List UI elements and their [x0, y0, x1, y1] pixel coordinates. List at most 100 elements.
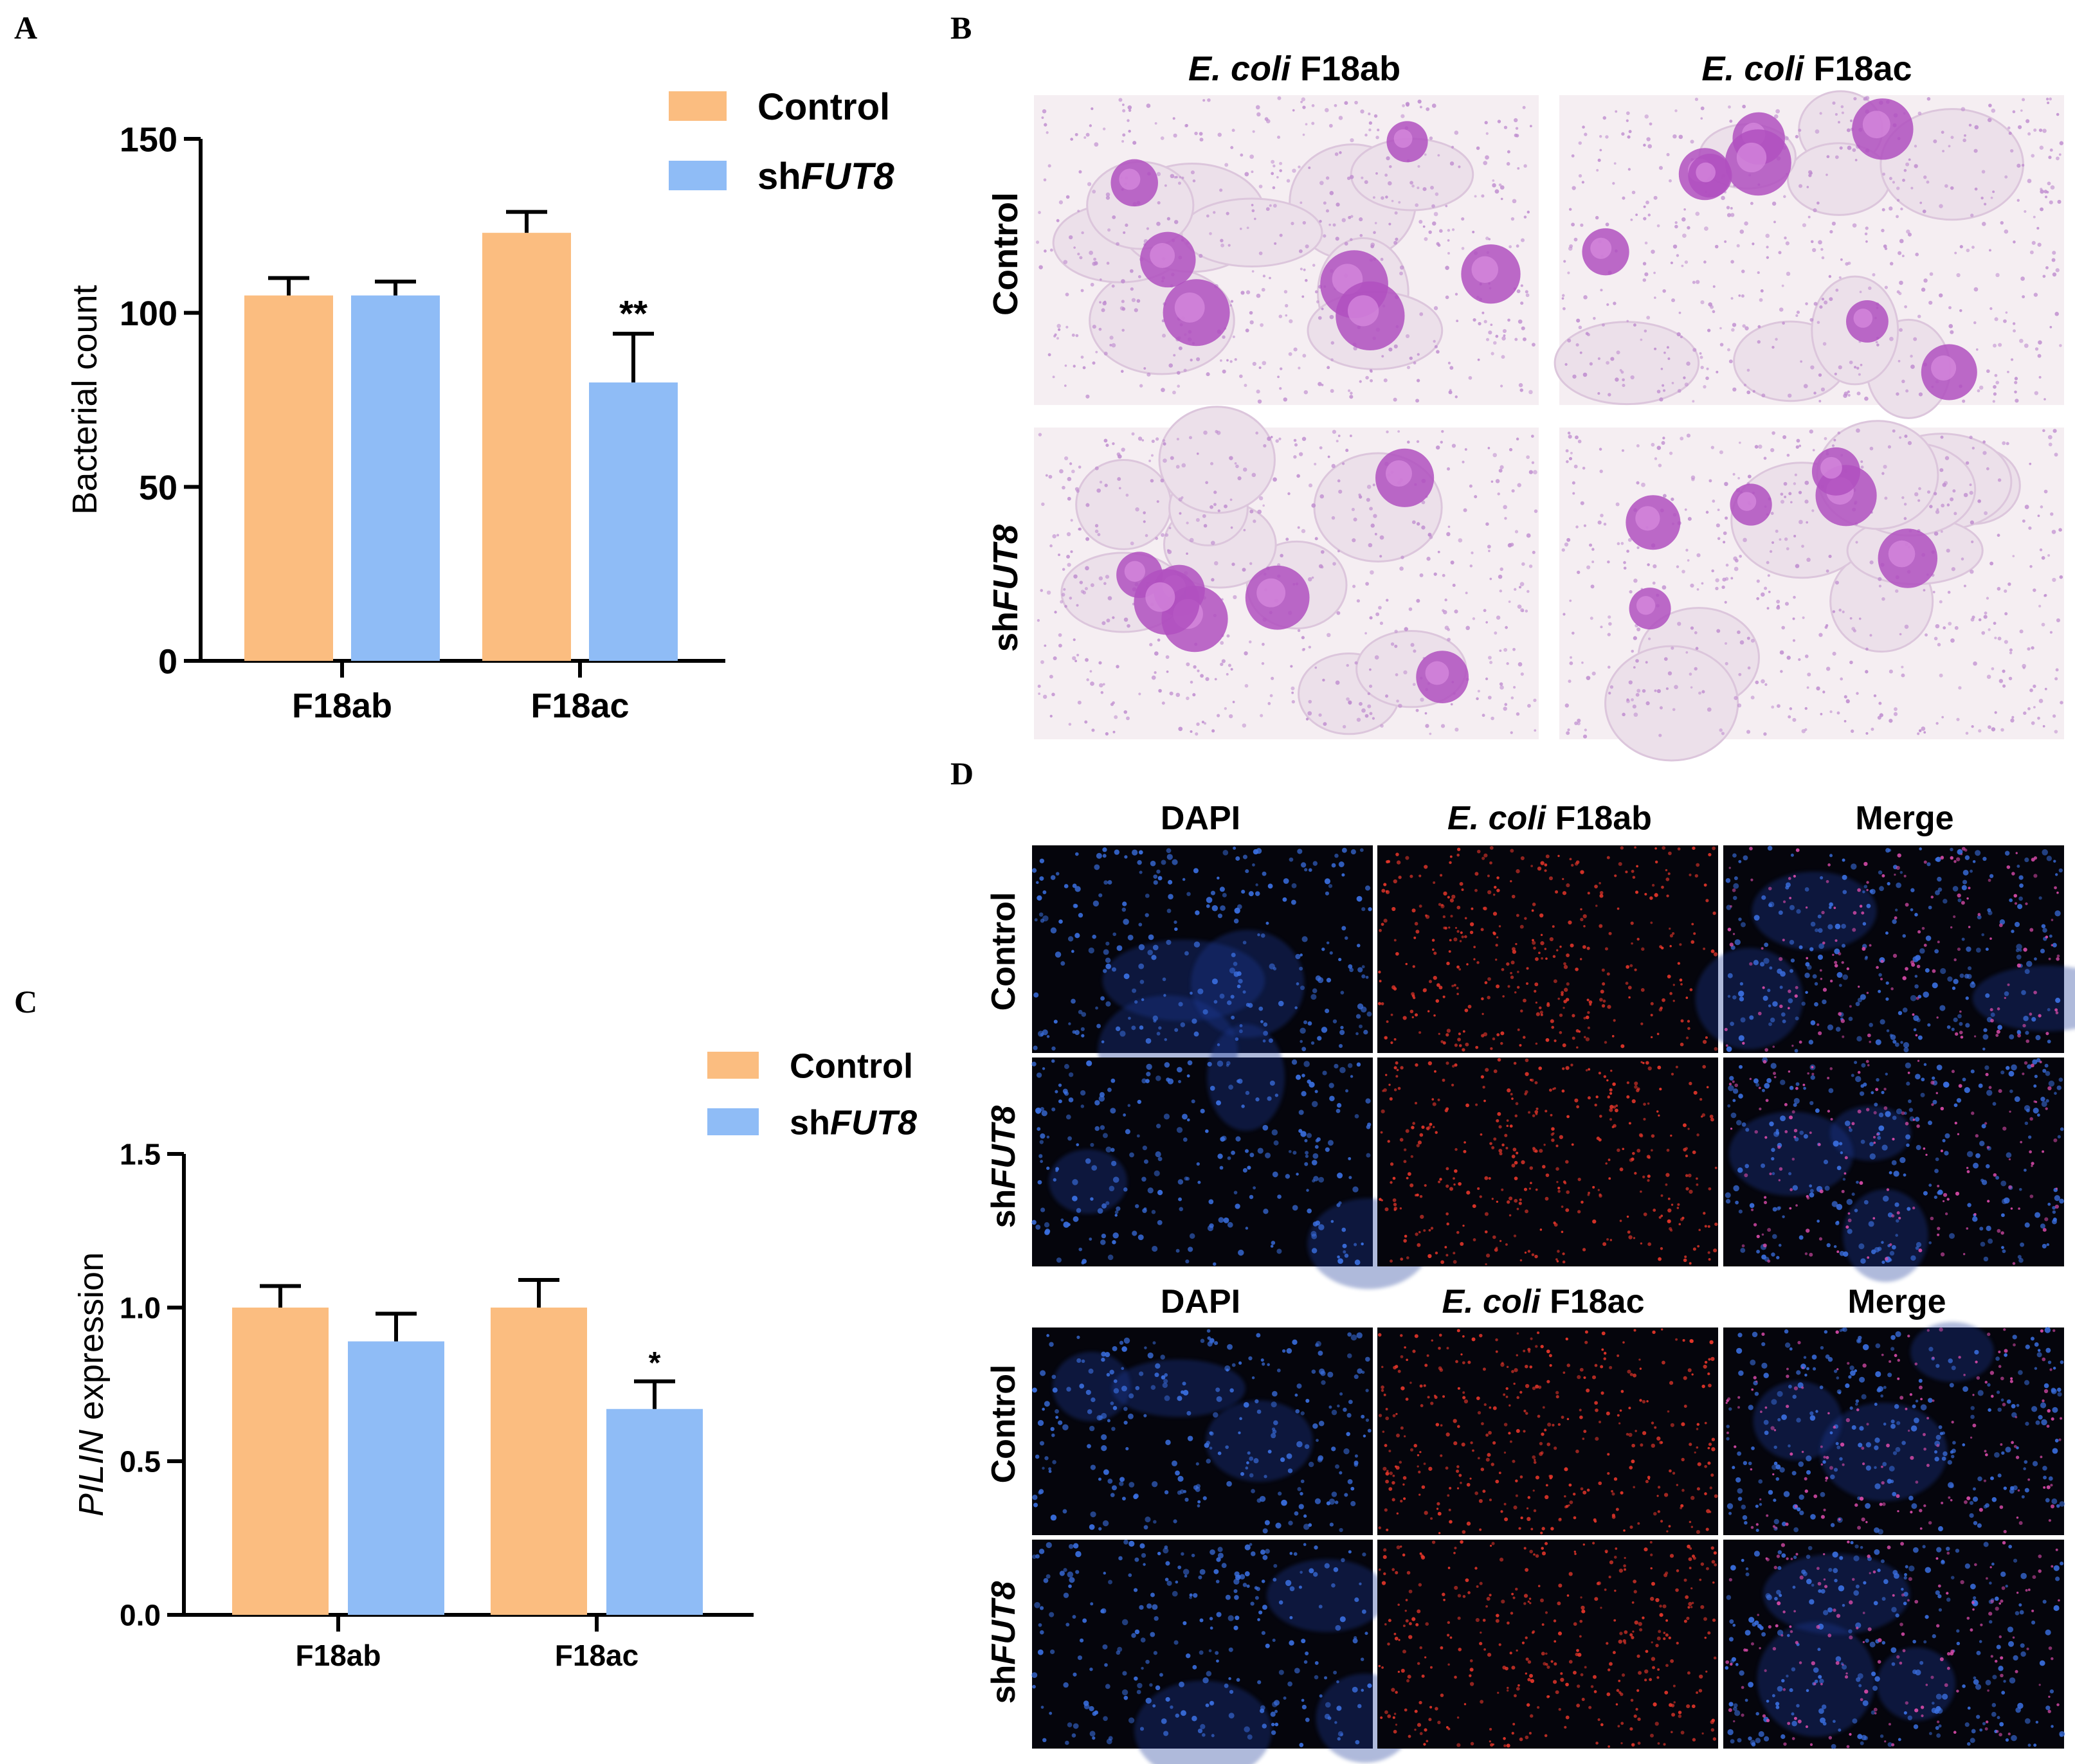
bacterium	[1767, 574, 1770, 577]
bacterium	[1649, 122, 1653, 126]
ecoli-signal	[1520, 856, 1525, 861]
dapi-nucleus	[1209, 1223, 1214, 1228]
dapi-nucleus	[1329, 951, 1333, 955]
ecoli-signal	[1940, 856, 1944, 860]
dapi-nucleus	[1944, 1151, 1949, 1156]
ecoli-signal	[1544, 869, 1547, 872]
ecoli-signal	[1514, 1198, 1518, 1203]
bacterium	[1199, 138, 1204, 142]
bacterium	[1728, 105, 1731, 109]
ecoli-signal	[1557, 1423, 1561, 1426]
ecoli-signal	[1485, 1433, 1489, 1437]
bacterium	[1361, 708, 1366, 713]
bacterium	[1160, 136, 1164, 140]
ecoli-signal	[1381, 1389, 1384, 1392]
ecoli-signal	[1461, 1442, 1465, 1447]
dapi-nucleus	[1905, 1134, 1911, 1140]
dapi-nucleus	[1311, 1101, 1318, 1108]
bacterium	[1904, 624, 1909, 629]
dapi-nucleus	[1171, 1460, 1177, 1466]
ecoli-signal	[1880, 977, 1883, 981]
ecoli-signal	[1712, 846, 1716, 851]
bacterium	[1098, 661, 1102, 665]
bacterium	[2037, 716, 2040, 720]
ecoli-signal	[1618, 861, 1622, 867]
dapi-nucleus	[1952, 886, 1959, 892]
ecoli-signal	[1867, 1033, 1871, 1038]
bacterium	[1349, 175, 1354, 179]
bacterium	[1568, 680, 1572, 683]
bacterium	[1072, 656, 1076, 661]
bacterium	[1112, 701, 1115, 705]
bacterium	[1683, 376, 1686, 379]
bacterium	[1469, 484, 1472, 488]
bacterium	[1582, 734, 1588, 739]
ecoli-signal	[1620, 1044, 1625, 1048]
dapi-nucleus	[1090, 1197, 1094, 1201]
ecoli-signal	[1709, 1114, 1714, 1119]
bacterium	[1516, 244, 1519, 248]
bacterium	[1186, 696, 1190, 701]
ecoli-signal	[1602, 1242, 1607, 1246]
ecoli-signal	[1399, 1138, 1404, 1142]
bacterium	[1923, 175, 1927, 179]
bacterium	[2054, 677, 2058, 681]
bacterium	[1437, 244, 1441, 247]
ecoli-signal	[1457, 1038, 1461, 1041]
dapi-nucleus	[1892, 919, 1897, 924]
bacterium	[1318, 316, 1322, 320]
ecoli-signal	[1795, 1204, 1798, 1207]
dapi-nucleus	[2018, 875, 2024, 880]
ecoli-signal	[2038, 1014, 2042, 1018]
dapi-nucleus	[1956, 1098, 1962, 1103]
dapi-nucleus	[1817, 954, 1824, 960]
ecoli-signal	[1555, 1390, 1559, 1394]
dapi-nucleus	[1855, 1076, 1862, 1083]
dapi-nucleus	[1348, 1156, 1352, 1160]
bacterium	[2009, 648, 2013, 652]
bacterium	[2041, 622, 2045, 627]
bacterium	[1143, 367, 1146, 370]
bacterium	[1409, 181, 1413, 185]
ecoli-signal	[1532, 1386, 1536, 1390]
dapi-nucleus	[1267, 1450, 1272, 1454]
bacterium	[1687, 559, 1690, 562]
dapi-nucleus	[1817, 1220, 1820, 1223]
ecoli-signal	[1395, 1412, 1398, 1416]
panel-letter-b: B	[950, 10, 972, 46]
ecoli-signal	[1510, 1093, 1513, 1096]
bacterium	[1057, 328, 1061, 331]
bacterium	[1254, 217, 1256, 221]
nucleus-highlight	[1853, 309, 1873, 328]
ecoli-signal	[1482, 1367, 1486, 1371]
ecoli-signal	[1580, 917, 1584, 921]
bacterium	[1398, 201, 1401, 204]
bacterium	[1681, 570, 1685, 573]
bacterium	[1525, 609, 1528, 613]
bacterium	[1211, 729, 1215, 733]
ecoli-signal	[1471, 1337, 1476, 1342]
bacterium	[1991, 667, 1995, 670]
bacterium	[1206, 214, 1210, 218]
ecoli-signal	[1902, 976, 1907, 980]
dapi-nucleus	[1271, 1390, 1278, 1397]
dapi-nucleus	[1055, 1416, 1059, 1419]
dapi-nucleus	[1314, 1498, 1321, 1504]
ecoli-signal	[1412, 1349, 1416, 1353]
ecoli-signal	[1651, 1421, 1654, 1425]
ecoli-signal	[1838, 1012, 1842, 1016]
bacterium	[1869, 634, 1872, 637]
ecoli-signal	[1531, 909, 1534, 912]
ecoli-signal	[1640, 1190, 1642, 1193]
bacterium	[1103, 300, 1107, 303]
dapi-nucleus	[1241, 890, 1246, 894]
dapi-nucleus	[1106, 1372, 1110, 1377]
bacterium	[1658, 464, 1662, 467]
ecoli-signal	[1923, 860, 1927, 864]
ecoli-signal	[1635, 1430, 1637, 1432]
bacterium	[1058, 644, 1062, 648]
bacterium	[2000, 221, 2004, 225]
dapi-nucleus	[1224, 1365, 1231, 1372]
fluorescence-background	[1377, 845, 1718, 1053]
ecoli-signal	[1568, 1483, 1572, 1487]
